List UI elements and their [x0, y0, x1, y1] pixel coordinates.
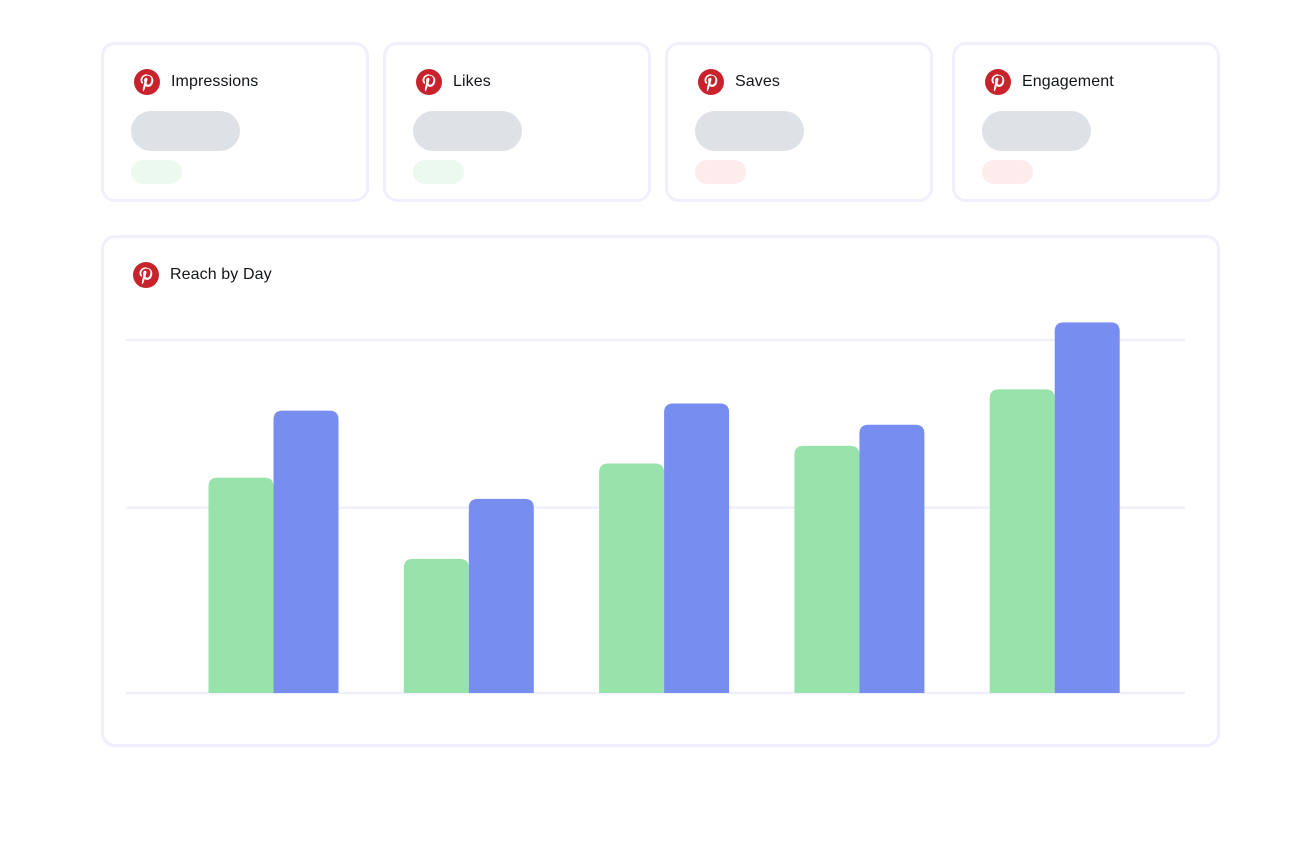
metric-delta-placeholder [413, 160, 464, 184]
likes-card: Likes [383, 42, 651, 202]
impressions-card: Impressions [101, 42, 369, 202]
metric-delta-placeholder [982, 160, 1033, 184]
engagement-card-header: Engagement [985, 69, 1114, 95]
chart-card-header: Reach by Day [133, 262, 272, 288]
card-title: Impressions [171, 73, 259, 90]
likes-card-header: Likes [416, 69, 491, 95]
pinterest-icon [134, 69, 160, 95]
pinterest-icon [985, 69, 1011, 95]
card-title: Likes [453, 73, 491, 90]
bar-blue-4 [859, 424, 925, 693]
pinterest-icon [698, 69, 724, 95]
reach-bar-chart [126, 322, 1185, 695]
card-title: Saves [735, 73, 780, 90]
metric-delta-placeholder [131, 160, 182, 184]
bar-green-1 [208, 477, 274, 693]
impressions-card-header: Impressions [134, 69, 258, 95]
metric-value-placeholder [982, 111, 1091, 151]
metric-value-placeholder [695, 111, 804, 151]
bar-green-2 [403, 558, 469, 693]
bar-green-4 [794, 445, 860, 693]
bar-blue-3 [664, 403, 730, 693]
metric-value-placeholder [413, 111, 522, 151]
metric-value-placeholder [131, 111, 240, 151]
pinterest-icon [416, 69, 442, 95]
saves-card-header: Saves [698, 69, 780, 95]
pinterest-icon [133, 262, 159, 288]
bar-green-3 [599, 463, 665, 693]
bar-blue-2 [468, 498, 534, 693]
saves-card: Saves [665, 42, 933, 202]
metric-delta-placeholder [695, 160, 746, 184]
bar-green-5 [989, 389, 1055, 693]
reach-chart-card: Reach by Day [101, 235, 1220, 747]
engagement-card: Engagement [952, 42, 1220, 202]
bar-blue-5 [1054, 322, 1120, 693]
card-title: Engagement [1022, 73, 1114, 90]
bar-blue-1 [273, 410, 339, 693]
chart-title: Reach by Day [170, 266, 272, 283]
